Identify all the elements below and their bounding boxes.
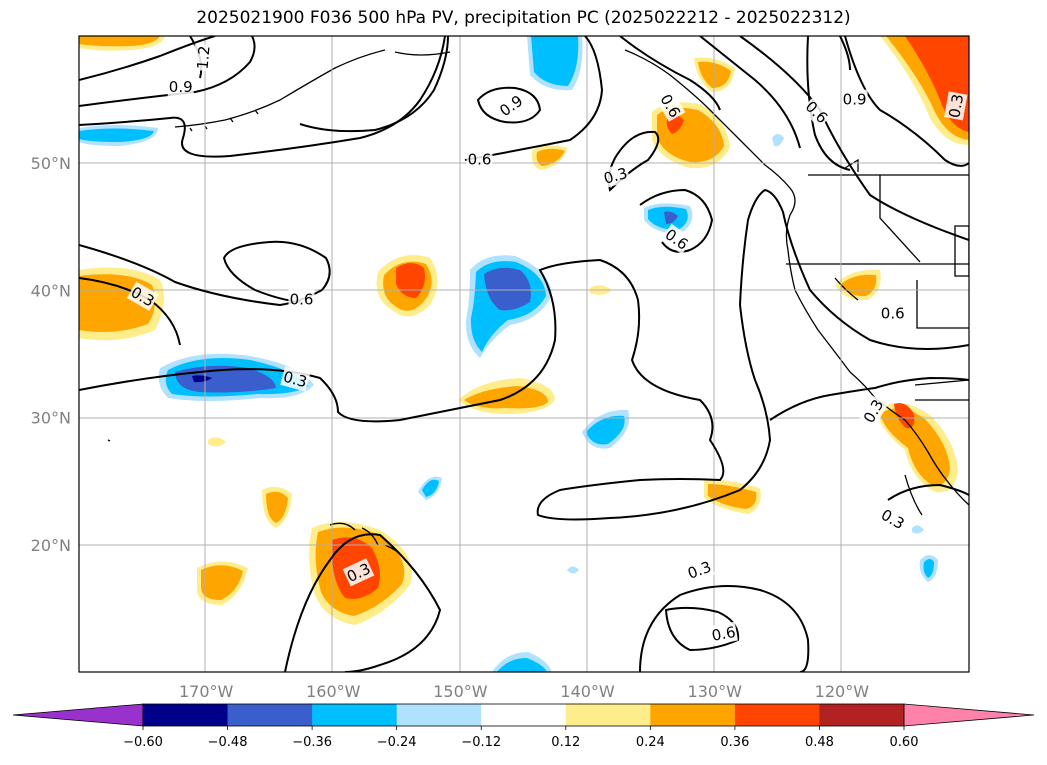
lon-tick-label: 140°W: [560, 682, 615, 701]
pv-contour-label-text: 0.6: [468, 150, 492, 168]
pv-contour-label-backdrop: [876, 504, 909, 534]
pv-contour-label-backdrop: [800, 96, 833, 128]
pv-contour-label-text: 0.6: [881, 304, 905, 322]
colorbar-segment: [312, 704, 398, 726]
pv-contour-label-backdrop: [683, 556, 715, 584]
map-frame: [78, 35, 970, 673]
pv-contour-label: 0.9: [167, 76, 194, 96]
lon-tick-label: 120°W: [815, 682, 870, 701]
latitude-tick-labels: 50°N 40°N 30°N 20°N: [31, 154, 71, 555]
pv-contour-label-backdrop: [879, 303, 906, 323]
colorbar-segment: [734, 704, 820, 726]
map-panel: 1.20.90.90.60.30.6 0.6 0.9 0.30.60.3 0.60.30…: [79, 36, 969, 672]
graticule: [79, 36, 969, 672]
pv-contour-label-backdrop: [841, 89, 868, 109]
colorbar-tick-label: −0.36: [292, 735, 332, 750]
pv-contour-label: 0.6: [466, 149, 493, 169]
pv-contour-label: 1.2: [192, 43, 214, 72]
colorbar-tick-label: −0.48: [208, 735, 248, 750]
colorbar-segment: [481, 704, 567, 726]
colorbar-tick-label: 0.36: [720, 735, 749, 750]
pv-contour-label-text: 1.2: [194, 45, 214, 70]
pv-contour-label-backdrop: [126, 281, 159, 312]
lon-tick-label: 130°W: [688, 682, 743, 701]
colorbar-segment: [650, 704, 736, 726]
pv-contour-label-backdrop: [709, 621, 738, 645]
colorbar-tick-label: −0.24: [377, 735, 417, 750]
colorbar-segment: [565, 704, 651, 726]
colorbar-tick-label: −0.60: [123, 735, 163, 750]
longitude-tick-labels: 170°W 160°W 150°W 140°W 130°W 120°W: [179, 682, 869, 701]
lat-tick-label: 30°N: [31, 409, 71, 428]
pv-contour-label-backdrop: [280, 366, 311, 392]
pv-contour-label-text: 0.9: [843, 91, 867, 109]
pv-contour-label: 0.9: [841, 89, 868, 109]
colorbar-segment: [819, 704, 905, 726]
lat-tick-label: 40°N: [31, 281, 71, 300]
pv-contour-label: 0.6: [288, 289, 315, 309]
pv-contour-label-backdrop: [342, 558, 375, 587]
pv-contour-label: 0.3: [280, 366, 311, 392]
colorbar-segment: [396, 704, 482, 726]
colorbar-extend-low: [12, 703, 144, 727]
lat-tick-label: 50°N: [31, 154, 71, 173]
pv-contour-label-backdrop: [660, 223, 693, 255]
pv-contour-label-backdrop: [494, 90, 528, 121]
lon-tick-label: 170°W: [179, 682, 234, 701]
pv-contour-label: 0.6: [709, 621, 738, 645]
pv-contour-label: 0.3: [600, 162, 631, 188]
pv-contour-label-backdrop: [858, 394, 888, 427]
colorbar-segment: [227, 704, 313, 726]
colorbar-tick-label: −0.12: [461, 735, 501, 750]
pv-contour-label-text: 0.3: [281, 368, 309, 392]
coastlines: [107, 49, 969, 553]
colorbar-segment: [143, 704, 229, 726]
lat-tick-label: 20°N: [31, 536, 71, 555]
pv-contour-label-backdrop: [466, 149, 493, 169]
lon-tick-label: 160°W: [306, 682, 361, 701]
pv-contour-label-text: 0.3: [602, 164, 630, 188]
pv-contour-label-backdrop: [600, 162, 631, 188]
pv-contour-label-text: 0.6: [710, 623, 737, 645]
pv-contour-label-backdrop: [167, 76, 194, 96]
colorbar-extend-high: [903, 703, 1035, 727]
pv-contour-label-text: 0.6: [290, 290, 314, 308]
colorbar: −0.60 −0.48 −0.36 −0.24 −0.12 0.12 0.24 0.36 0.4…: [12, 703, 1035, 750]
colorbar-outline: [142, 703, 905, 727]
colorbar-tick-label: 0.12: [551, 735, 580, 750]
colorbar-tick-label: 0.24: [636, 735, 665, 750]
lon-tick-label: 150°W: [433, 682, 488, 701]
chart-title: 2025021900 F036 500 hPa PV, precipitatio…: [196, 8, 851, 28]
pv-contour-label-backdrop: [192, 43, 214, 72]
pv-contour-label-backdrop: [944, 91, 968, 121]
pv-contour-label-backdrop: [655, 89, 686, 122]
colorbar-tick-label: 0.60: [890, 735, 919, 750]
colorbar-tick-label: 0.48: [805, 735, 834, 750]
pv-contour-label-text: 0.3: [945, 93, 967, 120]
pv-contour-label: 0.6: [879, 303, 906, 323]
pv-contour-label-text: 0.9: [169, 78, 193, 96]
precipitation-shading: [79, 36, 969, 672]
pv-contour-label: 0.3: [944, 91, 968, 121]
pv-contour-label-backdrop: [288, 289, 315, 309]
